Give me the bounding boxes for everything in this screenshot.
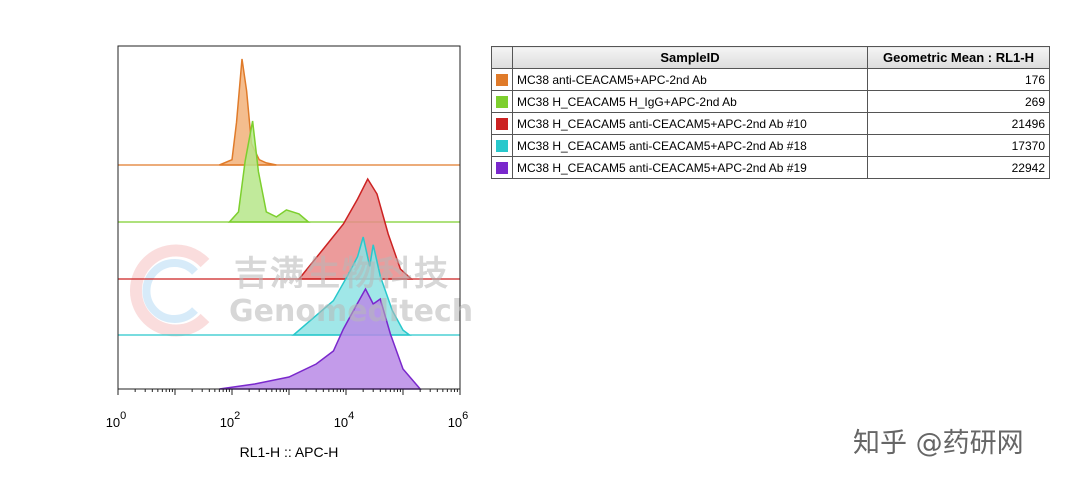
histogram-plot: 100 102 104 106 RL1-H :: APC-H <box>106 45 469 460</box>
color-swatch <box>496 118 508 131</box>
table-row: MC38 H_CEACAM5 anti-CEACAM5+APC-2nd Ab #… <box>491 156 1050 179</box>
sample-id-cell: MC38 H_CEACAM5 anti-CEACAM5+APC-2nd Ab #… <box>512 156 868 179</box>
color-swatch <box>496 140 508 153</box>
table-header-swatch <box>491 46 513 69</box>
table-row: MC38 H_CEACAM5 anti-CEACAM5+APC-2nd Ab #… <box>491 134 1050 157</box>
x-axis-label: RL1-H :: APC-H <box>240 444 339 460</box>
x-tick-label: 102 <box>220 410 241 430</box>
table-row: MC38 H_CEACAM5 H_IgG+APC-2nd Ab 269 <box>491 90 1050 113</box>
x-tick-label: 100 <box>106 410 127 430</box>
geometric-mean-cell: 269 <box>867 90 1050 113</box>
swatch-cell <box>491 134 513 157</box>
sample-id-cell: MC38 anti-CEACAM5+APC-2nd Ab <box>512 68 868 91</box>
sample-id-cell: MC38 H_CEACAM5 anti-CEACAM5+APC-2nd Ab #… <box>512 112 868 135</box>
color-swatch <box>496 162 508 175</box>
table-row: MC38 H_CEACAM5 anti-CEACAM5+APC-2nd Ab #… <box>491 112 1050 135</box>
sample-id-cell: MC38 H_CEACAM5 anti-CEACAM5+APC-2nd Ab #… <box>512 134 868 157</box>
geometric-mean-cell: 176 <box>867 68 1050 91</box>
swatch-cell <box>491 112 513 135</box>
histogram-series-1 <box>219 58 277 166</box>
histogram-series-2 <box>227 120 311 223</box>
zhihu-credit: 知乎 @药研网 <box>853 428 1024 459</box>
histogram-series-5 <box>219 287 422 390</box>
geometric-mean-cell: 21496 <box>867 112 1050 135</box>
table-header-sample: SampleID <box>512 46 868 69</box>
table-header-mean: Geometric Mean : RL1-H <box>867 46 1050 69</box>
table-header-row: SampleID Geometric Mean : RL1-H <box>491 46 1050 69</box>
swatch-cell <box>491 90 513 113</box>
sample-legend-table: SampleID Geometric Mean : RL1-H MC38 ant… <box>491 46 1050 179</box>
genomeditech-logo <box>130 244 210 337</box>
histogram-series-3 <box>297 177 414 280</box>
watermark-cn: 吉满生物科技 <box>234 254 450 294</box>
geometric-mean-cell: 22942 <box>867 156 1050 179</box>
color-swatch <box>496 96 508 109</box>
table-row: MC38 anti-CEACAM5+APC-2nd Ab 176 <box>491 68 1050 91</box>
watermark-en: Genomeditech <box>229 294 474 329</box>
swatch-cell <box>491 68 513 91</box>
x-tick-label: 106 <box>448 410 469 430</box>
geometric-mean-cell: 17370 <box>867 134 1050 157</box>
color-swatch <box>496 74 508 87</box>
x-tick-label: 104 <box>334 410 355 430</box>
swatch-cell <box>491 156 513 179</box>
sample-id-cell: MC38 H_CEACAM5 H_IgG+APC-2nd Ab <box>512 90 868 113</box>
